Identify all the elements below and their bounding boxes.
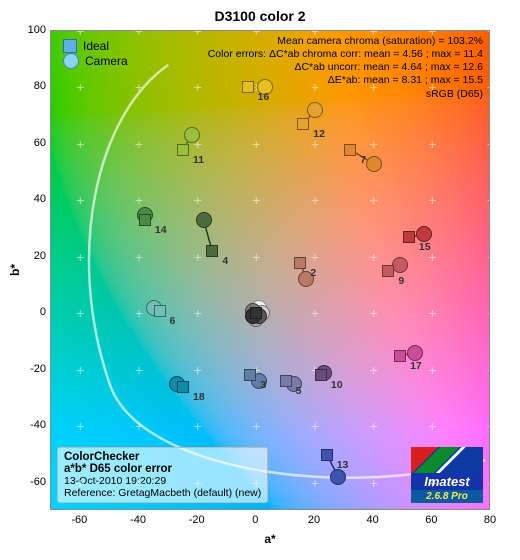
x-tick: 20 xyxy=(308,514,320,526)
point-label: 16 xyxy=(258,91,270,103)
point-label: 9 xyxy=(398,275,404,287)
x-tick: 0 xyxy=(252,514,258,526)
y-tick: 80 xyxy=(16,80,46,92)
logo-version: 2.6.8 Pro xyxy=(411,490,483,503)
legend-ideal: Ideal xyxy=(63,39,128,53)
y-tick: 100 xyxy=(16,24,46,36)
footer-box: ColorChecker a*b* D65 color error 13-Oct… xyxy=(57,447,268,503)
y-axis-label: b* xyxy=(8,264,22,276)
point-label: 17 xyxy=(410,360,422,372)
y-tick: 60 xyxy=(16,137,46,149)
ideal-point xyxy=(315,369,327,381)
x-tick: -40 xyxy=(130,514,146,526)
y-tick: -60 xyxy=(16,476,46,488)
y-tick: 0 xyxy=(16,306,46,318)
point-label: 11 xyxy=(193,154,204,166)
camera-point xyxy=(196,212,212,228)
camera-point xyxy=(184,127,200,143)
x-tick: -20 xyxy=(189,514,205,526)
footer-timestamp: 13-Oct-2010 19:20:29 xyxy=(64,475,261,487)
y-tick: -40 xyxy=(16,419,46,431)
y-tick: -20 xyxy=(16,363,46,375)
point-label: 12 xyxy=(313,128,325,140)
point-label: 13 xyxy=(337,459,349,471)
x-tick: 60 xyxy=(425,514,437,526)
chart-title: D3100 color 2 xyxy=(0,8,520,24)
logo-brand: Imatest xyxy=(411,473,483,490)
point-label: 6 xyxy=(170,315,176,327)
ideal-point xyxy=(242,81,254,93)
point-label: 4 xyxy=(222,255,228,267)
ideal-point xyxy=(177,381,189,393)
ideal-point xyxy=(177,144,189,156)
ideal-point xyxy=(294,257,306,269)
point-label: 2 xyxy=(310,267,316,279)
ideal-point xyxy=(321,449,333,461)
imatest-logo: Imatest 2.6.8 Pro xyxy=(411,447,483,503)
ideal-point xyxy=(382,265,394,277)
legend: Ideal Camera xyxy=(59,37,132,71)
x-tick: 40 xyxy=(367,514,379,526)
ideal-point xyxy=(297,118,309,130)
plot-area: Ideal Camera Mean camera chroma (saturat… xyxy=(50,30,490,510)
ideal-point xyxy=(154,305,166,317)
camera-point xyxy=(330,469,346,485)
footer-subtitle: a*b* D65 color error xyxy=(64,463,261,475)
square-icon xyxy=(63,39,77,53)
point-label: 10 xyxy=(331,379,343,391)
x-axis-label: a* xyxy=(264,532,275,546)
info-line: Color errors: ΔC*ab chroma corr: mean = … xyxy=(208,48,483,61)
camera-point xyxy=(407,345,423,361)
x-tick: 80 xyxy=(484,514,496,526)
camera-point xyxy=(416,226,432,242)
circle-icon xyxy=(63,53,79,69)
camera-point xyxy=(392,257,408,273)
point-label: 14 xyxy=(155,224,167,236)
ideal-point xyxy=(394,350,406,362)
legend-ideal-label: Ideal xyxy=(83,39,109,53)
legend-camera-label: Camera xyxy=(85,54,128,68)
camera-point xyxy=(366,156,382,172)
camera-point xyxy=(307,102,323,118)
ideal-point xyxy=(206,245,218,257)
ideal-point xyxy=(139,214,151,226)
overlay-svg xyxy=(51,31,490,510)
legend-camera: Camera xyxy=(63,53,128,69)
point-label: 18 xyxy=(193,391,205,403)
footer-title: ColorChecker xyxy=(64,451,261,463)
ideal-point xyxy=(403,231,415,243)
info-line: Mean camera chroma (saturation) = 103.2% xyxy=(208,35,483,48)
ideal-point xyxy=(344,144,356,156)
logo-graphic xyxy=(411,447,483,473)
ideal-point xyxy=(250,307,262,319)
info-line: ΔC*ab uncorr: mean = 4.64 ; max = 12.6 xyxy=(208,61,483,74)
chart-container: D3100 color 2 Ideal Camera Mean camera c… xyxy=(0,0,520,560)
point-label: 5 xyxy=(296,385,302,397)
point-label: 7 xyxy=(360,154,366,166)
point-label: 3 xyxy=(260,379,266,391)
footer-reference: Reference: GretagMacbeth (default) (new) xyxy=(64,487,261,499)
ideal-point xyxy=(280,375,292,387)
x-tick: -60 xyxy=(71,514,87,526)
point-label: 15 xyxy=(419,241,431,253)
y-tick: 20 xyxy=(16,250,46,262)
ideal-point xyxy=(244,369,256,381)
y-tick: 40 xyxy=(16,193,46,205)
